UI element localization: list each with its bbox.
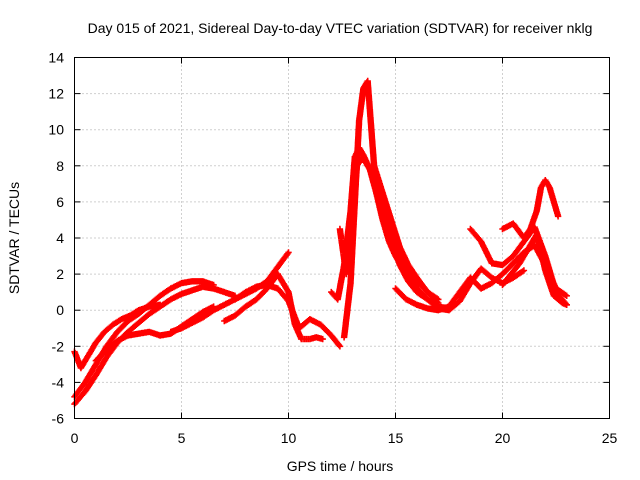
series-markers	[499, 231, 570, 308]
y-tick-label: -2	[52, 338, 65, 354]
y-axis-label: SDTVAR / TECUs	[6, 182, 22, 294]
x-tick-label: 5	[178, 430, 186, 446]
series-prn-o	[499, 231, 570, 308]
y-tick-label: -6	[52, 411, 65, 427]
series-markers	[370, 162, 528, 314]
series-markers	[499, 177, 562, 242]
chart-title: Day 015 of 2021, Sidereal Day-to-day VTE…	[88, 20, 593, 36]
x-tick-label: 10	[281, 430, 297, 446]
series-prn-j	[340, 77, 442, 341]
series-prn-k	[370, 162, 528, 314]
x-tick-label: 15	[388, 430, 404, 446]
y-tick-label: 2	[56, 266, 64, 282]
series-markers	[340, 77, 442, 341]
y-tick-label: 10	[48, 122, 64, 138]
axis-ticks: 0 5 10 15 20 25 -6 -4 -2 0 2 4 6 8 10 12 14	[48, 50, 617, 447]
series-markers	[221, 270, 326, 343]
data-markers	[71, 77, 570, 408]
y-tick-label: 14	[48, 50, 64, 66]
y-tick-label: 12	[48, 86, 64, 102]
series-prn-f	[221, 270, 326, 343]
y-tick-label: 0	[56, 302, 64, 318]
x-tick-label: 25	[602, 430, 618, 446]
series-prn-n	[499, 177, 562, 242]
series-markers	[231, 281, 344, 350]
series-prn-g	[231, 281, 344, 350]
x-tick-label: 20	[495, 430, 511, 446]
y-tick-label: 6	[56, 194, 64, 210]
y-tick-label: 8	[56, 158, 64, 174]
x-tick-label: 0	[71, 430, 79, 446]
y-tick-label: -4	[52, 374, 65, 390]
y-tick-label: 4	[56, 230, 64, 246]
x-axis-label: GPS time / hours	[287, 458, 394, 474]
